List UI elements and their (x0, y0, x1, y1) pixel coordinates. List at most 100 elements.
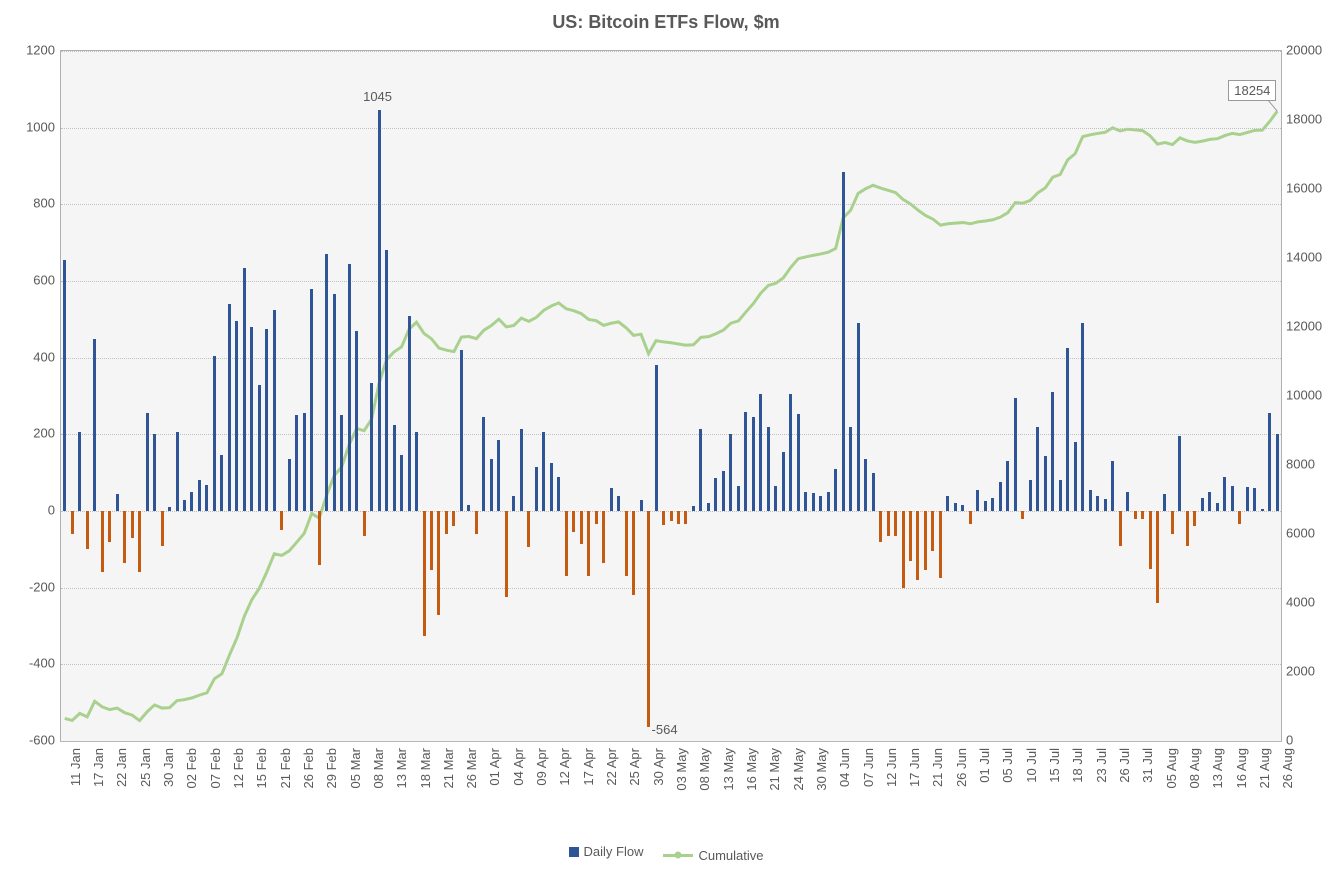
y-left-tick: -600 (10, 733, 55, 748)
bar (797, 414, 800, 511)
bar (1171, 511, 1174, 534)
y-right-tick: 12000 (1286, 319, 1322, 334)
bar (722, 471, 725, 511)
x-tick: 26 Jul (1117, 748, 1132, 783)
y-right-tick: 20000 (1286, 43, 1322, 58)
x-tick: 23 Jul (1094, 748, 1109, 783)
bar (333, 294, 336, 511)
bar (1156, 511, 1159, 603)
bar (931, 511, 934, 551)
x-tick: 21 Feb (278, 748, 293, 788)
y-left-tick: 1200 (10, 43, 55, 58)
bar (1119, 511, 1122, 546)
gridline (61, 204, 1281, 205)
bar (452, 511, 455, 526)
bar (707, 503, 710, 511)
y-left-tick: 400 (10, 349, 55, 364)
bar (1074, 442, 1077, 511)
bar (737, 486, 740, 511)
bar (131, 511, 134, 538)
x-tick: 22 Jan (114, 748, 129, 787)
x-tick: 17 Jun (907, 748, 922, 787)
x-tick: 31 Jul (1140, 748, 1155, 783)
bar (408, 316, 411, 512)
x-tick: 09 Apr (534, 748, 549, 786)
legend: Daily FlowCumulative (0, 844, 1332, 863)
bar (265, 329, 268, 511)
bar (482, 417, 485, 511)
bar (759, 394, 762, 511)
x-tick: 30 Jan (161, 748, 176, 787)
bar (1059, 480, 1062, 511)
y-left-tick: 800 (10, 196, 55, 211)
bar (385, 250, 388, 511)
bar (497, 440, 500, 511)
bar (63, 260, 66, 511)
bar (505, 511, 508, 597)
bar (437, 511, 440, 615)
bar (1051, 392, 1054, 511)
x-tick: 30 Apr (651, 748, 666, 786)
bar (662, 511, 665, 525)
bar (692, 506, 695, 511)
bar (1186, 511, 1189, 546)
max-bar-label: 1045 (363, 89, 392, 104)
bar (819, 496, 822, 511)
bar (1081, 323, 1084, 511)
y-right-tick: 4000 (1286, 595, 1315, 610)
bar (827, 492, 830, 511)
bar (752, 417, 755, 511)
x-tick: 26 Feb (301, 748, 316, 788)
y-right-tick: 16000 (1286, 181, 1322, 196)
bar (999, 482, 1002, 511)
bar (490, 459, 493, 511)
bar (258, 385, 261, 512)
bar (161, 511, 164, 546)
bar (557, 477, 560, 512)
bar (146, 413, 149, 511)
bar (520, 429, 523, 511)
x-tick: 11 Jan (68, 748, 83, 786)
bar (535, 467, 538, 511)
x-tick: 04 Apr (511, 748, 526, 786)
bar (243, 268, 246, 511)
bar (1268, 413, 1271, 511)
bar (857, 323, 860, 511)
x-tick: 21 Mar (441, 748, 456, 788)
x-tick: 26 Aug (1280, 748, 1295, 789)
x-tick: 26 Jun (954, 748, 969, 787)
bar (774, 486, 777, 511)
x-tick: 26 Mar (464, 748, 479, 788)
bar (527, 511, 530, 547)
bar (1044, 456, 1047, 511)
bar (340, 415, 343, 511)
y-left-tick: -200 (10, 579, 55, 594)
bar (587, 511, 590, 576)
bar (176, 432, 179, 511)
bar (595, 511, 598, 524)
bar (295, 415, 298, 511)
bar (235, 321, 238, 511)
x-tick: 25 Apr (627, 748, 642, 786)
bar (460, 350, 463, 511)
bar (961, 505, 964, 511)
bar (1149, 511, 1152, 569)
y-right-tick: 18000 (1286, 112, 1322, 127)
chart-title: US: Bitcoin ETFs Flow, $m (0, 12, 1332, 33)
x-tick: 16 Aug (1234, 748, 1249, 789)
bar (677, 511, 680, 524)
bar (101, 511, 104, 572)
bar (310, 289, 313, 511)
x-tick: 15 Feb (254, 748, 269, 788)
bar (909, 511, 912, 561)
bar (565, 511, 568, 576)
gridline (61, 51, 1281, 52)
bar (1066, 348, 1069, 511)
legend-item: Cumulative (663, 848, 763, 863)
x-tick: 17 Apr (581, 748, 596, 786)
bar (325, 254, 328, 511)
bar (153, 434, 156, 511)
gridline (61, 664, 1281, 665)
bar (400, 455, 403, 511)
bar (280, 511, 283, 530)
